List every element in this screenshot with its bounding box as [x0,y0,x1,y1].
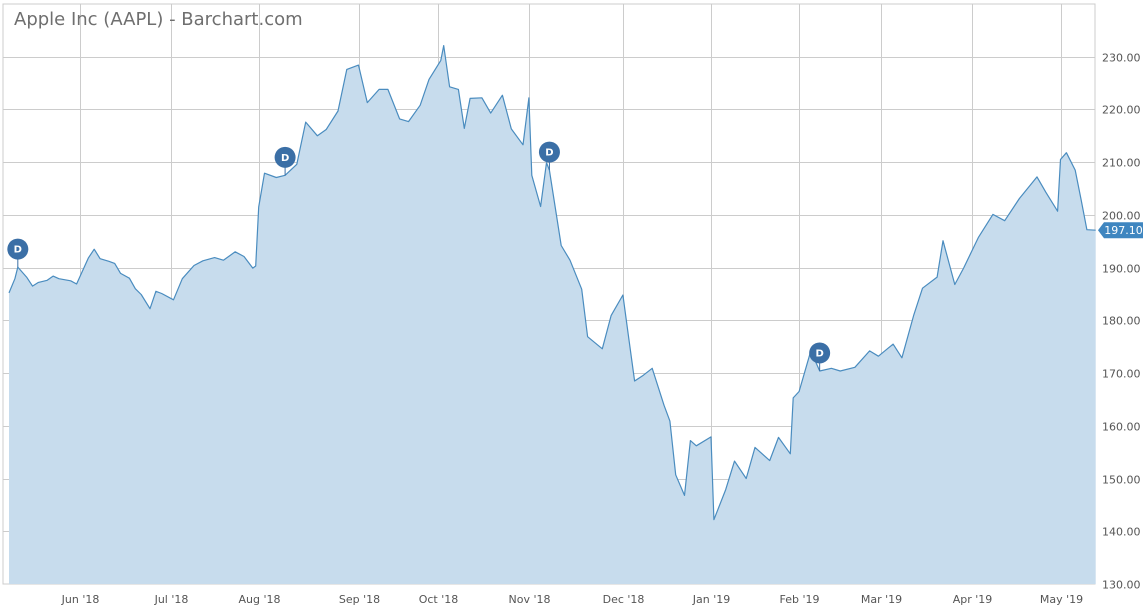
x-tick-label: Sep '18 [339,593,380,606]
x-axis: Jun '18 Jul '18 Aug '18 Sep '18 Oct '18 Nov '… [61,593,1083,606]
last-price-badge: 197.10 [1098,222,1143,239]
chart-title: Apple Inc (AAPL) - Barchart.com [14,9,303,30]
x-tick-label: Apr '19 [953,593,993,606]
last-price-marker: 197.10 [1098,222,1143,239]
y-tick-label: 130.00 [1102,579,1141,592]
x-tick-label: Jan '19 [692,593,730,606]
x-tick-label: Dec '18 [603,593,645,606]
last-price-label: 197.10 [1104,224,1143,237]
x-tick-label: Mar '19 [861,593,902,606]
dividend-marker-circle [7,238,29,260]
x-tick-label: Feb '19 [780,593,820,606]
dividend-marker-label: D [815,349,823,360]
y-tick-label: 200.00 [1102,210,1141,223]
dividend-marker-label: D [281,153,289,164]
x-tick-label: Nov '18 [509,593,551,606]
y-tick-label: 160.00 [1102,421,1141,434]
y-tick-label: 150.00 [1102,474,1141,487]
y-tick-label: 230.00 [1102,52,1141,65]
y-tick-label: 220.00 [1102,104,1141,117]
x-tick-label: Aug '18 [239,593,281,606]
dividend-marker-circle [809,342,831,364]
y-tick-label: 190.00 [1102,263,1141,276]
dividend-markers: D D D D [7,141,831,371]
dividend-marker: D [7,238,29,268]
price-line [8,45,1096,521]
x-tick-label: Oct '18 [419,593,459,606]
y-tick-label: 210.00 [1102,157,1141,170]
x-tick-label: Jul '18 [154,593,189,606]
y-tick-label: 140.00 [1102,526,1141,539]
last-price-badge-bg [1098,222,1143,239]
dividend-marker: D [538,141,560,171]
x-tick-label: May '19 [1040,593,1083,606]
x-tick-label: Jun '18 [61,593,100,606]
y-tick-label: 180.00 [1102,315,1141,328]
y-tick-label: 170.00 [1102,368,1141,381]
price-area [9,45,1096,585]
dividend-marker-circle [538,141,560,163]
dividend-marker: D [809,342,831,371]
price-area-layer [8,45,1096,585]
dividend-marker-label: D [545,148,553,159]
y-axis: 130.00 140.00 150.00 160.00 170.00 180.00 190.… [1102,52,1141,592]
dividend-marker-circle [274,146,296,168]
dividend-marker: D [274,146,296,176]
dividend-marker-label: D [14,245,22,256]
